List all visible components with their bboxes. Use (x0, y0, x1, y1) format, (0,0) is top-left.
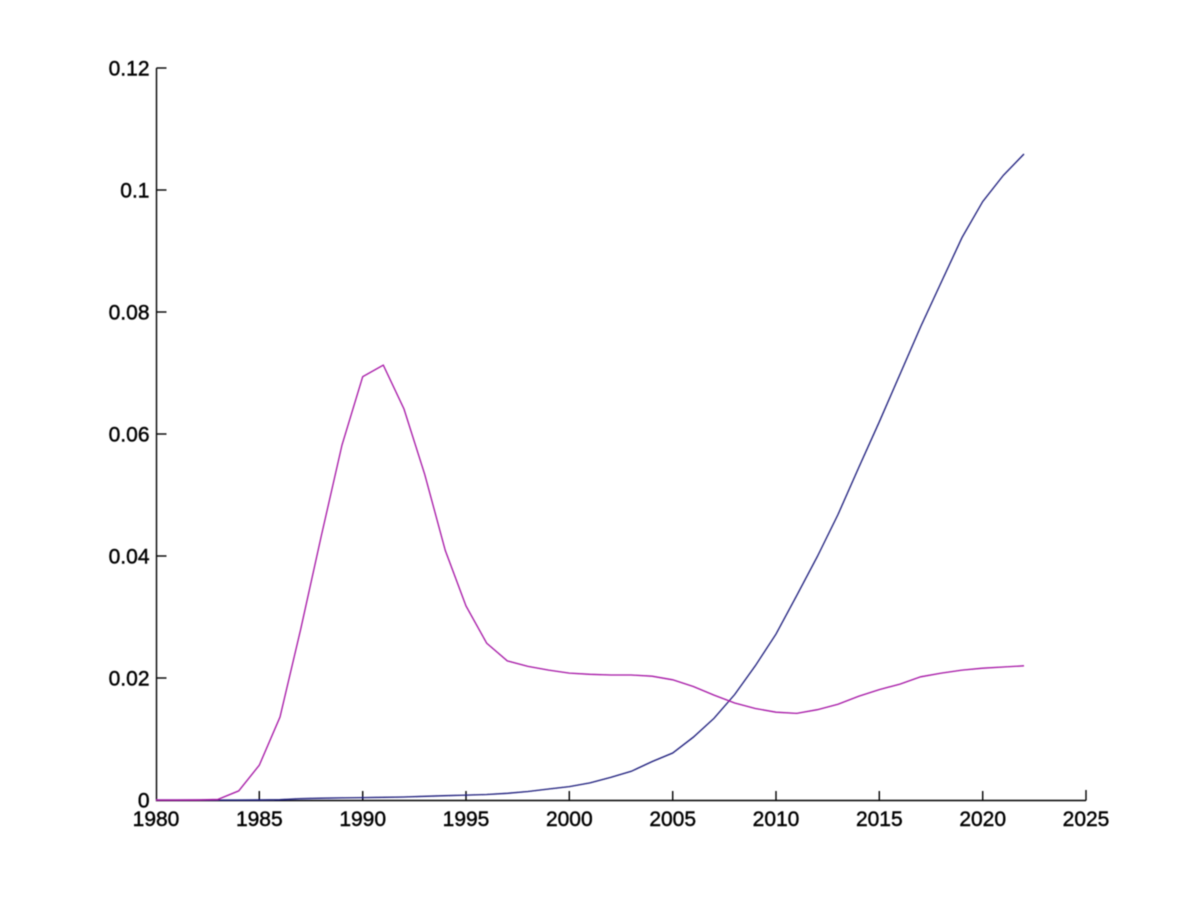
svg-text:0.04: 0.04 (109, 546, 150, 569)
svg-text:0.08: 0.08 (109, 302, 150, 325)
svg-text:1980: 1980 (133, 808, 180, 831)
svg-text:2005: 2005 (649, 808, 696, 831)
svg-text:1990: 1990 (339, 808, 386, 831)
svg-text:2010: 2010 (753, 808, 800, 831)
svg-text:2020: 2020 (959, 808, 1006, 831)
svg-text:0.12: 0.12 (109, 58, 150, 81)
svg-text:0.1: 0.1 (120, 180, 149, 203)
svg-text:1995: 1995 (443, 808, 490, 831)
svg-text:0: 0 (138, 790, 150, 813)
svg-text:0.06: 0.06 (109, 424, 150, 447)
svg-text:0.02: 0.02 (109, 668, 150, 691)
svg-text:2000: 2000 (546, 808, 593, 831)
svg-text:1985: 1985 (236, 808, 283, 831)
svg-text:2015: 2015 (856, 808, 903, 831)
svg-text:2025: 2025 (1063, 808, 1110, 831)
